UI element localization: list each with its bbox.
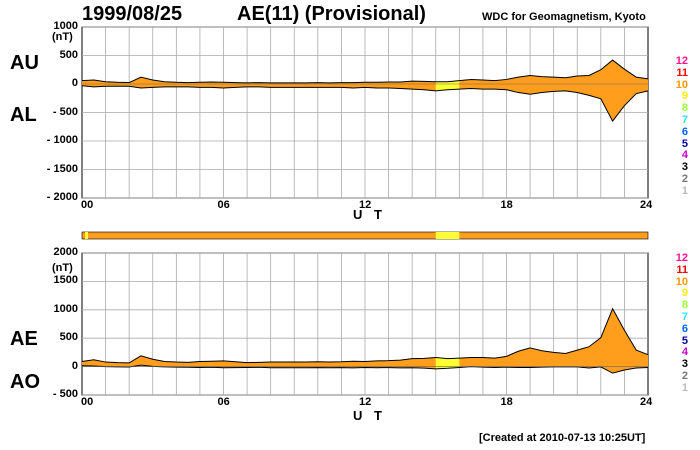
legend-item-10: 10 [675, 78, 688, 91]
area-fill-1 [82, 308, 648, 374]
legend-item-9: 9 [681, 90, 688, 103]
area-fill-0 [82, 60, 648, 122]
y-tick-label: 500 [59, 48, 78, 61]
y-tick-label: - 2000 [46, 191, 78, 203]
y-tick-label: 1000 [53, 302, 78, 315]
x-tick-label: 06 [217, 199, 230, 211]
area-highlight-1 [435, 357, 460, 369]
status-bar-highlight [85, 232, 88, 239]
y-tick-label: - 1500 [46, 162, 78, 175]
legend-bottom: 12 11 10 9 8 7 6 5 4 3 2 1 [668, 252, 688, 395]
legend-item-1: 1 [681, 184, 688, 197]
legend-item-8: 8 [681, 102, 688, 115]
created-timestamp: [Created at 2010-07-13 10:25UT] [479, 432, 646, 444]
legend-item-9: 9 [681, 287, 688, 300]
legend-item-5: 5 [681, 334, 688, 347]
legend-item-4: 4 [681, 346, 688, 359]
y-tick-label: - 500 [52, 105, 78, 118]
legend-item-7: 7 [681, 113, 688, 126]
y-unit-label-top: (nT) [52, 31, 73, 43]
legend-item-5: 5 [681, 137, 688, 150]
x-tick-label: 12 [359, 396, 372, 408]
ae-label: AE [10, 328, 38, 350]
series-line-au [81, 59, 649, 84]
y-tick-label: - 500 [52, 388, 78, 400]
x-tick-label: 06 [217, 396, 230, 408]
x-axis-label-top: U T [353, 207, 386, 222]
y-tick-label: 0 [71, 359, 78, 372]
legend-item-3: 3 [681, 161, 688, 174]
chart-title: AE(11) (Provisional) [237, 3, 426, 25]
legend-item-2: 2 [681, 369, 688, 382]
legend-item-11: 11 [676, 66, 688, 79]
x-tick-label: 12 [359, 199, 372, 211]
au-label: AU [10, 52, 39, 74]
y-tick-label: 2000 [53, 246, 78, 258]
series-line-ae [81, 307, 649, 364]
x-axis-label-bottom: U T [353, 408, 386, 423]
legend-item-2: 2 [681, 172, 688, 185]
legend-item-12: 12 [675, 55, 688, 67]
legend-item-6: 6 [681, 322, 688, 335]
x-tick-label: 24 [640, 199, 653, 211]
y-unit-label-bottom: (nT) [52, 262, 73, 274]
credit-label: WDC for Geomagnetism, Kyoto [482, 11, 646, 23]
legend-item-4: 4 [681, 149, 688, 162]
date-label: 1999/08/25 [82, 3, 183, 25]
x-tick-label: 00 [81, 199, 94, 211]
legend-item-6: 6 [681, 125, 688, 138]
status-bar-highlight [435, 232, 460, 239]
y-tick-label: 500 [59, 331, 78, 344]
legend-item-1: 1 [681, 381, 688, 394]
legend-top: 12 11 10 9 8 7 6 5 4 3 2 1 [668, 55, 688, 198]
x-tick-label: 24 [640, 396, 653, 408]
x-tick-label: 18 [500, 199, 513, 211]
series-line-al [81, 85, 649, 122]
area-highlight-0 [435, 80, 460, 91]
y-tick-label: - 1000 [46, 134, 78, 146]
ao-label: AO [10, 371, 40, 393]
y-tick-label: 1500 [53, 274, 78, 287]
y-tick-label: 1000 [53, 20, 78, 32]
legend-item-8: 8 [681, 299, 688, 312]
x-tick-label: 18 [500, 396, 513, 408]
x-tick-label: 00 [81, 396, 94, 408]
legend-item-12: 12 [675, 252, 688, 264]
legend-item-7: 7 [681, 310, 688, 323]
status-bar [81, 231, 649, 240]
legend-item-11: 11 [676, 263, 688, 276]
al-label: AL [10, 104, 37, 126]
legend-item-10: 10 [675, 275, 688, 288]
y-tick-label: 0 [71, 77, 78, 89]
legend-item-3: 3 [681, 358, 688, 371]
